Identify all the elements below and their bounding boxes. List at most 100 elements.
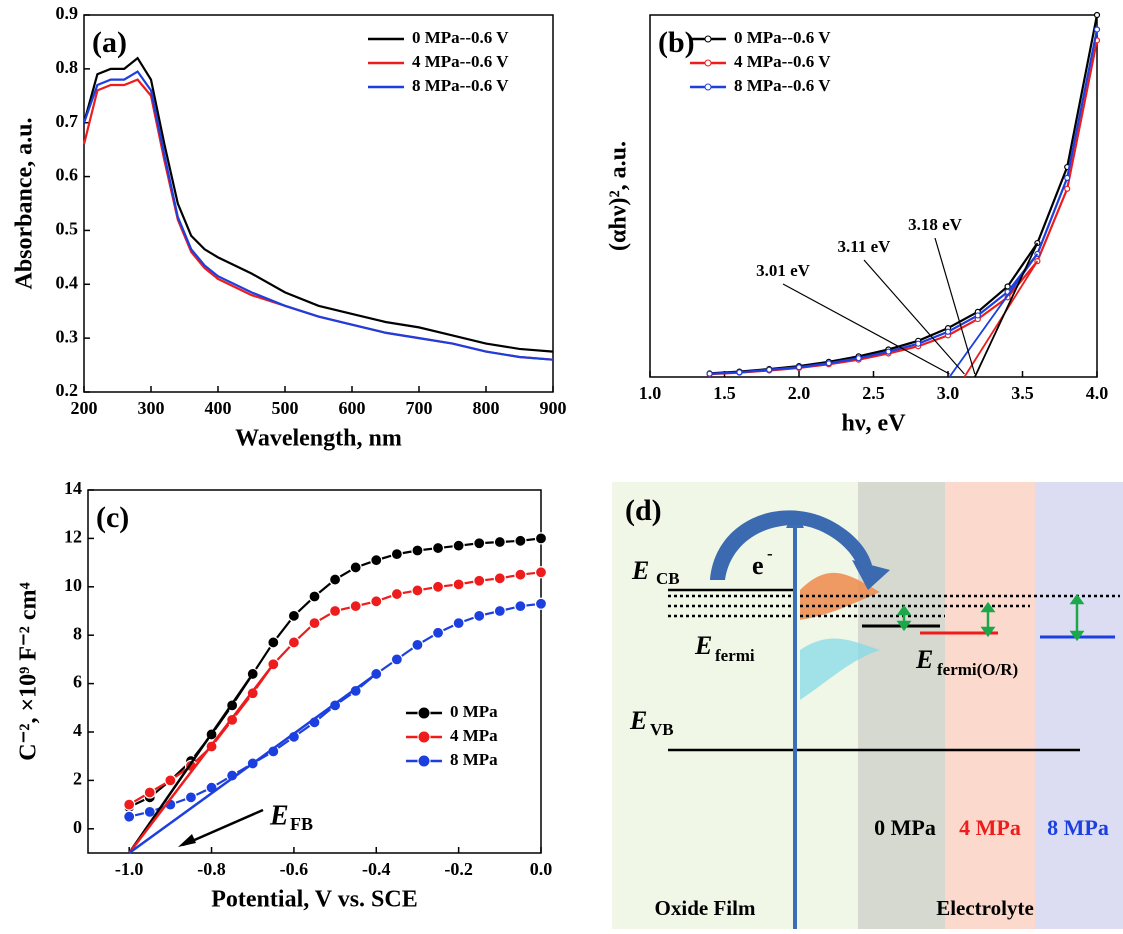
y-axis-label: Absorbance, a.u. xyxy=(12,117,38,289)
pressure-label: 0 MPa xyxy=(874,815,936,840)
legend-marker xyxy=(704,83,712,91)
annotation-arrow-head xyxy=(178,834,196,847)
x-tick-label: -0.4 xyxy=(362,859,391,879)
annotation: 3.18 eV xyxy=(908,215,963,234)
annotation-arrow xyxy=(863,259,965,375)
point xyxy=(473,537,486,550)
fit-line xyxy=(128,672,378,855)
point xyxy=(1064,174,1071,181)
annotation: 3.11 eV xyxy=(838,237,892,256)
y-tick-label: 12 xyxy=(64,527,82,547)
legend-marker xyxy=(417,754,431,768)
fermi-or-sub: fermi(O/R) xyxy=(937,660,1018,679)
legend-label: 8 MPa--0.6 V xyxy=(734,76,831,95)
point xyxy=(411,584,424,597)
vb-sub: VB xyxy=(650,720,674,739)
annotation: E xyxy=(269,800,289,831)
point xyxy=(328,604,342,618)
pressure-label: 8 MPa xyxy=(1047,815,1109,840)
point xyxy=(328,573,342,586)
point xyxy=(308,616,321,630)
series-line xyxy=(82,70,554,361)
point xyxy=(1093,26,1101,33)
point xyxy=(164,774,177,787)
cb-sub: CB xyxy=(656,569,680,588)
annotation-arrow xyxy=(182,808,264,847)
point xyxy=(974,312,981,319)
point xyxy=(411,638,424,651)
point xyxy=(534,532,548,545)
gap-arrows xyxy=(896,593,1085,642)
y-tick-label: 0.3 xyxy=(56,326,79,346)
point xyxy=(736,369,743,376)
y-tick-label: 0.5 xyxy=(56,219,79,239)
point xyxy=(473,609,486,622)
x-axis-label: hν, eV xyxy=(841,411,906,437)
chart: 200 300 400 500 600 700 800 900 0.2 0.3 0.4 0.5 0.6 0… xyxy=(12,3,567,451)
point xyxy=(390,587,403,601)
fermi-sub: fermi xyxy=(715,646,755,665)
plot-frame xyxy=(83,14,554,393)
point xyxy=(493,535,506,549)
point xyxy=(184,791,198,804)
point xyxy=(390,653,403,666)
point xyxy=(370,595,383,608)
y-tick-label: 0.2 xyxy=(56,380,79,400)
y-tick-label: 6 xyxy=(73,672,82,692)
region-label: Oxide Film xyxy=(655,896,756,920)
panel-label: (d) xyxy=(625,494,662,527)
x-tick-label: 1.0 xyxy=(639,383,662,403)
orange-gauss xyxy=(800,572,880,620)
point xyxy=(267,636,280,649)
blue-region xyxy=(1035,482,1123,929)
legend-label: 8 MPa--0.6 V xyxy=(412,76,509,95)
tangent-line xyxy=(974,242,1039,378)
y-tick-label: 0.9 xyxy=(56,3,79,23)
y-axis-label: (αhν)², a.u. xyxy=(606,141,632,251)
x-tick-label: 4.0 xyxy=(1086,383,1109,403)
legend-marker xyxy=(704,35,712,43)
oxide-region xyxy=(612,482,858,929)
x-tick-label: 200 xyxy=(71,398,98,418)
cb-label: E xyxy=(631,556,649,585)
y-tick-label: 10 xyxy=(64,575,82,595)
point xyxy=(123,810,136,823)
y-tick-label: 0.8 xyxy=(56,57,79,77)
legend-label: 0 MPa xyxy=(450,702,498,721)
point xyxy=(1093,11,1101,19)
point xyxy=(944,328,952,335)
point xyxy=(431,541,445,555)
x-tick-label: 1.5 xyxy=(713,383,736,403)
annotation-arrow xyxy=(782,283,950,375)
x-tick-label: 0.0 xyxy=(530,859,553,879)
pink-region xyxy=(945,482,1035,929)
y-tick-label: 8 xyxy=(73,623,82,643)
series-line xyxy=(82,56,554,353)
x-tick-label: 2.5 xyxy=(862,383,885,403)
legend-marker xyxy=(417,706,431,720)
point xyxy=(473,574,486,587)
x-tick-label: 300 xyxy=(138,398,165,418)
point xyxy=(514,534,527,547)
panel-label: (c) xyxy=(96,501,129,534)
chart: 1.0 1.5 2.0 2.5 3.0 3.5 4.0 hν, eV (αhν)², a.u. (… xyxy=(606,11,1109,437)
x-tick-label: -1.0 xyxy=(115,859,144,879)
x-tick-label: 700 xyxy=(406,398,433,418)
point xyxy=(514,600,527,613)
point xyxy=(1064,185,1071,192)
fit-line xyxy=(128,663,275,854)
point xyxy=(534,566,548,579)
y-tick-label: 0.6 xyxy=(56,165,79,185)
point xyxy=(534,597,548,610)
point xyxy=(766,366,773,373)
point xyxy=(370,554,383,567)
fermi-or-label: E xyxy=(915,645,933,674)
point xyxy=(123,798,136,811)
point xyxy=(452,616,465,630)
legend-label: 8 MPa xyxy=(450,750,498,769)
x-tick-label: -0.2 xyxy=(444,859,473,879)
annotation-sub: FB xyxy=(290,814,313,834)
y-axis-label: C⁻², ×10⁹ F⁻² cm⁴ xyxy=(16,582,42,760)
electron: e xyxy=(752,551,764,580)
curved-arrow xyxy=(710,510,872,580)
